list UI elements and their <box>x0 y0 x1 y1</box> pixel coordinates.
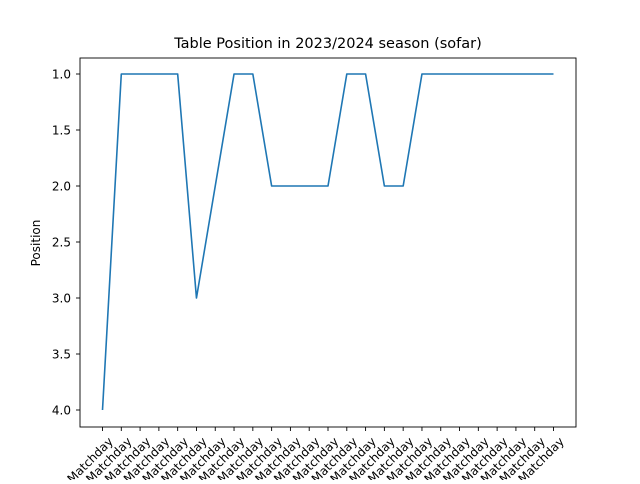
y-tick-label: 3.5 <box>52 348 71 362</box>
y-tick-label: 1.5 <box>52 124 71 138</box>
y-tick-label: 3.0 <box>52 292 71 306</box>
y-axis-label: Position <box>29 220 43 267</box>
y-tick-label: 4.0 <box>52 404 71 418</box>
chart-title: Table Position in 2023/2024 season (sofa… <box>173 36 482 52</box>
y-tick-label: 2.5 <box>52 236 71 250</box>
y-tick-label: 1.0 <box>52 68 71 82</box>
y-tick-label: 2.0 <box>52 180 71 194</box>
